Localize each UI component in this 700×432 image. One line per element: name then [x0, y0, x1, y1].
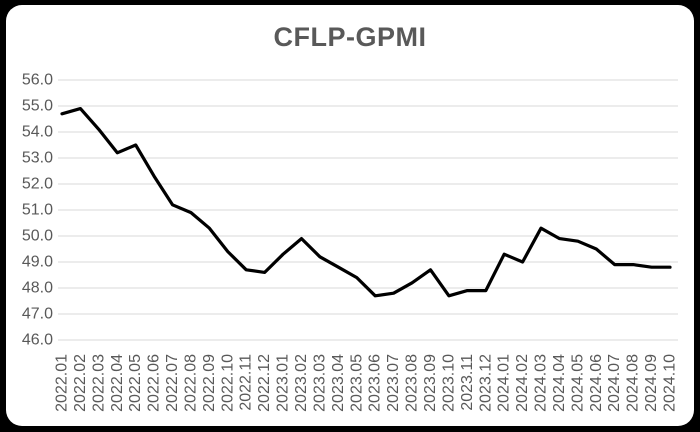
y-tick-label: 51.0	[22, 202, 53, 219]
x-tick-label: 2022.07	[164, 354, 181, 412]
y-tick-label: 47.0	[22, 306, 53, 323]
x-tick-label: 2024.07	[606, 354, 623, 412]
x-tick-label: 2023.12	[477, 354, 494, 412]
x-tick-label: 2022.10	[219, 354, 236, 412]
x-tick-label: 2023.07	[385, 354, 402, 412]
x-tick-label: 2023.06	[367, 354, 384, 412]
x-tick-label: 2024.10	[662, 354, 679, 412]
x-tick-label: 2024.01	[496, 354, 513, 412]
y-tick-label: 46.0	[22, 332, 53, 349]
x-tick-label: 2023.03	[311, 354, 328, 412]
y-axis-labels: 56.0 55.0 54.0 53.0 52.0 51.0 50.0 49.0 48.0 47.0…	[22, 72, 53, 349]
x-tick-label: 2023.05	[348, 354, 365, 412]
x-tick-label: 2024.02	[514, 354, 531, 412]
x-tick-label: 2024.09	[643, 354, 660, 412]
x-tick-label: 2023.02	[293, 354, 310, 412]
x-tick-label: 2023.10	[440, 354, 457, 412]
x-tick-label: 2024.05	[569, 354, 586, 412]
y-tick-label: 55.0	[22, 98, 53, 115]
x-tick-label: 2023.11	[459, 354, 476, 411]
x-tick-label: 2022.05	[127, 354, 144, 412]
x-tick-label: 2022.06	[146, 354, 163, 412]
y-tick-label: 56.0	[22, 72, 53, 89]
x-tick-label: 2023.04	[330, 354, 347, 412]
x-tick-label: 2024.03	[533, 354, 550, 412]
x-tick-label: 2024.04	[551, 354, 568, 412]
x-tick-label: 2022.03	[90, 354, 107, 412]
chart-card	[6, 5, 694, 426]
x-tick-label: 2023.01	[275, 354, 292, 412]
data-line	[60, 106, 672, 298]
x-tick-label: 2024.06	[588, 354, 605, 412]
x-tick-label: 2022.11	[238, 354, 255, 411]
y-tick-label: 49.0	[22, 254, 53, 271]
x-tick-label: 2022.01	[54, 354, 71, 412]
gridlines	[58, 79, 678, 341]
x-tick-label: 2022.08	[182, 354, 199, 412]
x-tick-label: 2022.12	[256, 354, 273, 412]
x-tick-label: 2022.09	[201, 354, 218, 412]
y-tick-label: 50.0	[22, 228, 53, 245]
x-tick-label: 2023.08	[404, 354, 421, 412]
x-axis-labels: 2022.01 2022.02 2022.03 2022.04 2022.05 2022.…	[54, 354, 679, 412]
x-tick-label: 2024.08	[625, 354, 642, 412]
x-tick-label: 2023.09	[422, 354, 439, 412]
x-tick-label: 2022.04	[109, 354, 126, 412]
y-tick-label: 48.0	[22, 280, 53, 297]
y-tick-label: 52.0	[22, 176, 53, 193]
y-tick-label: 54.0	[22, 124, 53, 141]
chart-title: CFLP-GPMI	[273, 22, 427, 52]
y-tick-label: 53.0	[22, 150, 53, 167]
x-tick-label: 2022.02	[72, 354, 89, 412]
